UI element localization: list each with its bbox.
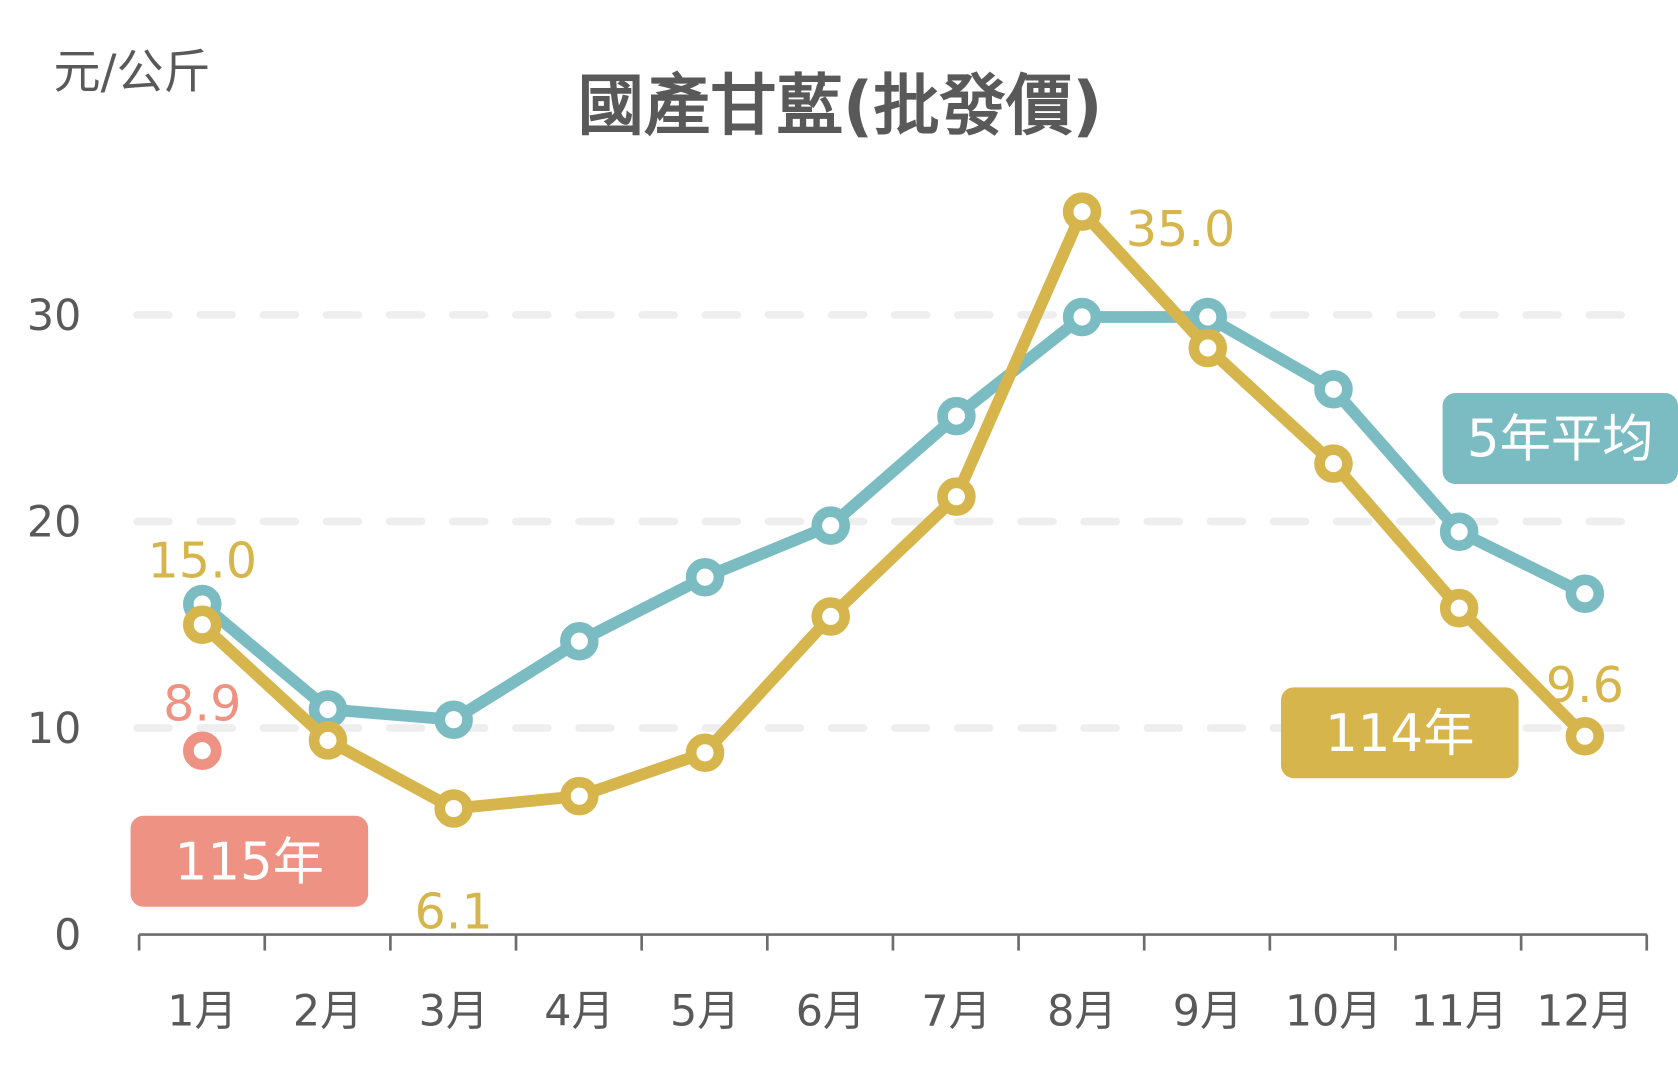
data-point — [560, 621, 599, 661]
data-point — [811, 506, 850, 545]
data-point — [1314, 444, 1353, 483]
series-group — [182, 192, 1605, 828]
x-tick-label: 4月 — [544, 986, 614, 1036]
series-line — [198, 311, 1588, 726]
series-115年 — [182, 731, 222, 770]
x-tick-label: 5月 — [670, 986, 740, 1036]
data-point — [182, 731, 222, 770]
series-line — [198, 205, 1590, 815]
data-point — [1314, 369, 1353, 409]
data-label: 6.1 — [414, 882, 492, 940]
data-point — [1565, 574, 1605, 613]
data-point — [308, 690, 348, 729]
y-tick-label: 30 — [27, 291, 81, 341]
data-point — [1439, 588, 1479, 628]
x-tick-label: 8月 — [1047, 986, 1117, 1036]
data-label: 8.9 — [163, 675, 241, 733]
legend-box — [130, 815, 369, 907]
y-axis: 0 10 20 30 — [27, 291, 81, 961]
data-point — [308, 721, 348, 760]
y-tick-label: 10 — [27, 704, 81, 754]
data-point — [1062, 192, 1102, 231]
data-point — [937, 477, 976, 516]
data-point — [182, 605, 222, 644]
x-tick-label: 10月 — [1285, 986, 1382, 1036]
data-point — [1439, 512, 1479, 552]
legend-item-5年平均: 5年平均 — [1442, 393, 1678, 484]
legend-box — [1280, 687, 1519, 779]
data-labels: 15.0 6.1 35.0 9.6 8.9 — [147, 200, 1624, 941]
legend: 5年平均 114年 115年 — [130, 393, 1678, 907]
data-point — [560, 776, 599, 816]
x-axis: 1月 2月 3月 4月 5月 6月 7月 8月 9月 10月 11月 12月 — [137, 933, 1649, 1036]
x-tick-label: 12月 — [1536, 986, 1633, 1036]
x-tick-label: 7月 — [921, 986, 991, 1036]
data-point — [937, 396, 976, 436]
data-point — [1188, 297, 1228, 337]
legend-item-114年: 114年 — [1280, 687, 1519, 779]
series-114年 — [182, 192, 1605, 828]
y-tick-label: 20 — [27, 497, 81, 547]
data-point — [685, 733, 725, 773]
x-tick-label: 9月 — [1173, 986, 1243, 1036]
legend-item-115年: 115年 — [130, 815, 369, 907]
data-point — [685, 557, 725, 597]
data-label: 35.0 — [1126, 200, 1236, 258]
data-point — [434, 789, 473, 828]
x-tick-label: 6月 — [796, 986, 866, 1036]
chart-title: 國產甘藍(批發價) — [578, 67, 1103, 145]
data-point — [1062, 297, 1102, 337]
data-point — [811, 597, 850, 636]
x-tick-label: 3月 — [419, 986, 489, 1036]
legend-label: 114年 — [1325, 704, 1474, 764]
data-point — [1565, 716, 1605, 756]
data-point — [434, 700, 473, 739]
y-tick-label: 0 — [54, 911, 81, 961]
legend-box — [1442, 393, 1678, 484]
data-label: 15.0 — [147, 532, 257, 590]
data-label: 9.6 — [1546, 656, 1624, 714]
gridlines — [133, 311, 1626, 732]
x-tick-label: 11月 — [1411, 986, 1508, 1036]
legend-label: 115年 — [175, 832, 324, 892]
data-point — [1188, 328, 1228, 368]
x-tick-label: 1月 — [167, 986, 237, 1036]
series-5年平均 — [182, 297, 1605, 739]
y-axis-unit-label: 元/公斤 — [54, 45, 211, 100]
legend-label: 5年平均 — [1467, 410, 1654, 470]
x-tick-label: 2月 — [293, 986, 363, 1036]
